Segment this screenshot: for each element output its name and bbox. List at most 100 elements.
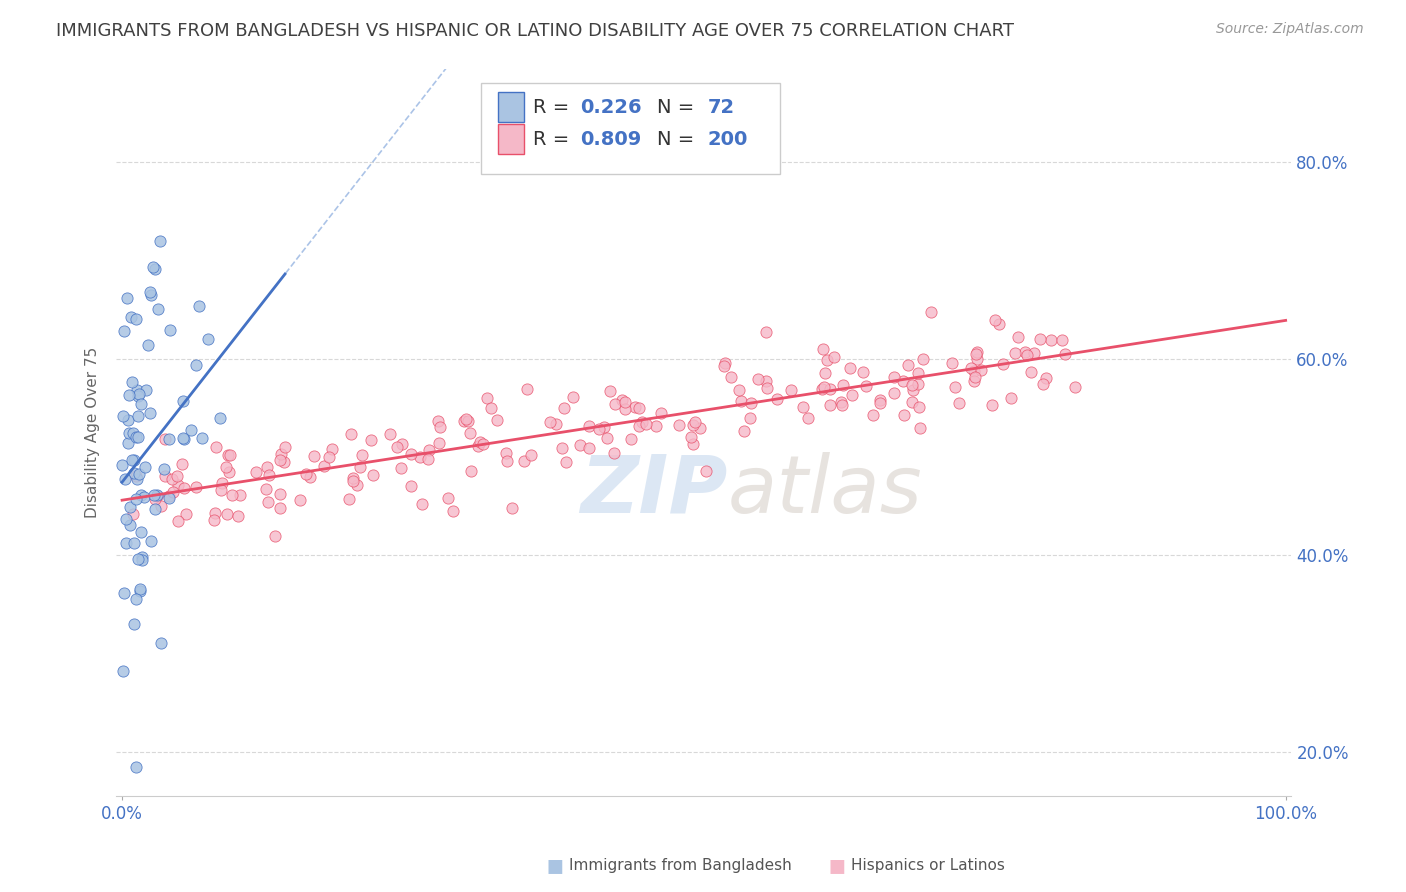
Point: [125, 469, 148, 483]
Point: [142, 260, 165, 274]
Point: [941, 356, 963, 370]
Point: [792, 400, 814, 414]
Text: Source: ZipAtlas.com: Source: ZipAtlas.com: [1216, 22, 1364, 37]
Point: [441, 504, 464, 518]
Point: [136, 338, 159, 352]
Point: [187, 299, 209, 313]
Point: [342, 471, 364, 485]
Point: [568, 438, 591, 452]
Point: [128, 467, 150, 482]
Point: [127, 551, 149, 566]
Point: [173, 433, 195, 447]
Point: [149, 636, 172, 650]
Point: [740, 396, 762, 410]
Point: [814, 366, 837, 380]
Point: [346, 478, 368, 492]
Point: [378, 427, 401, 442]
Point: [318, 450, 340, 464]
Point: [1050, 333, 1073, 347]
Point: [820, 382, 842, 396]
Point: [111, 665, 134, 679]
Point: [855, 379, 877, 393]
Point: [596, 432, 619, 446]
Point: [495, 446, 517, 460]
Point: [190, 431, 212, 445]
Point: [562, 391, 585, 405]
Point: [983, 312, 1005, 326]
Point: [883, 386, 905, 401]
Point: [391, 437, 413, 451]
Point: [823, 350, 845, 364]
Text: R =: R =: [533, 97, 576, 117]
Text: ▪: ▪: [546, 851, 565, 880]
Point: [991, 357, 1014, 371]
Point: [1022, 345, 1045, 359]
Point: [337, 491, 360, 506]
Point: [134, 460, 156, 475]
Point: [912, 351, 935, 366]
Point: [516, 382, 538, 396]
FancyBboxPatch shape: [498, 92, 524, 122]
Point: [186, 358, 208, 372]
Point: [988, 317, 1011, 331]
Point: [360, 433, 382, 447]
Point: [427, 414, 450, 428]
Point: [259, 468, 281, 483]
Point: [269, 500, 291, 515]
Point: [204, 507, 226, 521]
Point: [385, 441, 408, 455]
Point: [628, 401, 651, 415]
Point: [166, 468, 188, 483]
Point: [901, 383, 924, 397]
Point: [838, 360, 860, 375]
FancyBboxPatch shape: [481, 83, 780, 174]
Point: [1007, 330, 1029, 344]
Point: [544, 417, 567, 432]
Point: [288, 493, 311, 508]
Point: [907, 366, 929, 380]
Point: [142, 488, 165, 502]
Point: [295, 467, 318, 481]
Point: [127, 389, 149, 403]
Point: [269, 487, 291, 501]
Point: [128, 387, 150, 401]
Text: R =: R =: [533, 129, 576, 149]
Point: [416, 452, 439, 467]
Point: [727, 383, 749, 397]
Point: [321, 442, 343, 456]
Point: [682, 418, 704, 433]
Point: [907, 377, 929, 392]
Point: [361, 468, 384, 483]
Point: [1032, 376, 1054, 391]
Point: [124, 452, 146, 467]
Text: ▪: ▪: [827, 851, 846, 880]
Point: [756, 381, 779, 395]
Point: [138, 406, 160, 420]
Point: [204, 440, 226, 454]
Point: [299, 470, 322, 484]
Point: [457, 414, 479, 428]
Point: [342, 474, 364, 488]
Point: [747, 371, 769, 385]
Point: [111, 458, 134, 473]
Point: [862, 408, 884, 422]
Point: [157, 489, 180, 503]
Point: [118, 387, 141, 401]
Point: [733, 424, 755, 438]
Point: [467, 439, 489, 453]
Point: [418, 443, 440, 458]
Point: [1035, 370, 1057, 384]
Point: [143, 262, 166, 277]
Point: [832, 378, 855, 392]
Point: [740, 411, 762, 425]
Point: [145, 488, 167, 502]
Point: [172, 394, 194, 409]
Point: [513, 453, 536, 467]
Point: [650, 406, 672, 420]
Point: [943, 380, 966, 394]
Point: [613, 401, 636, 416]
Point: [813, 380, 835, 394]
Point: [980, 398, 1002, 412]
Point: [114, 512, 136, 526]
Point: [302, 449, 325, 463]
